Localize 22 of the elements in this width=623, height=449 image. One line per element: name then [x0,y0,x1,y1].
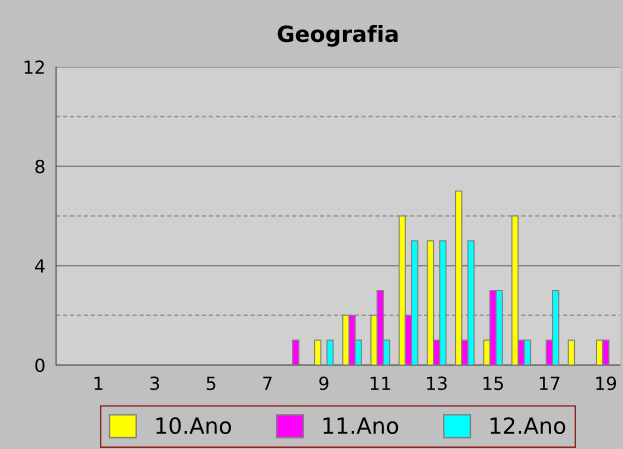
x-tick-label: 5 [206,376,216,390]
bar [326,340,334,366]
x-tick-label: 9 [319,376,328,390]
x-tick-label: 7 [263,376,272,390]
legend-label: 11.Ano [324,418,398,434]
bar [568,340,576,366]
y-tick-label: 8 [35,160,44,174]
y-tick-label: 12 [24,60,44,74]
x-tick-label: 11 [370,376,390,390]
x-tick-label: 1 [94,376,102,390]
y-tick-label: 4 [35,259,45,273]
legend-label: 10.Ano [156,417,231,434]
bar [292,340,300,366]
y-tick-label: 0 [35,358,44,372]
legend-label: 12.Ano [490,417,566,434]
x-tick-label: 13 [427,376,447,390]
x-tick-label: 3 [150,376,160,390]
x-tick-label: 19 [596,376,616,390]
x-tick-label: 17 [540,376,560,390]
chart-title: Geografia [278,25,398,47]
x-tick-label: 15 [484,376,503,390]
bar [314,340,322,366]
